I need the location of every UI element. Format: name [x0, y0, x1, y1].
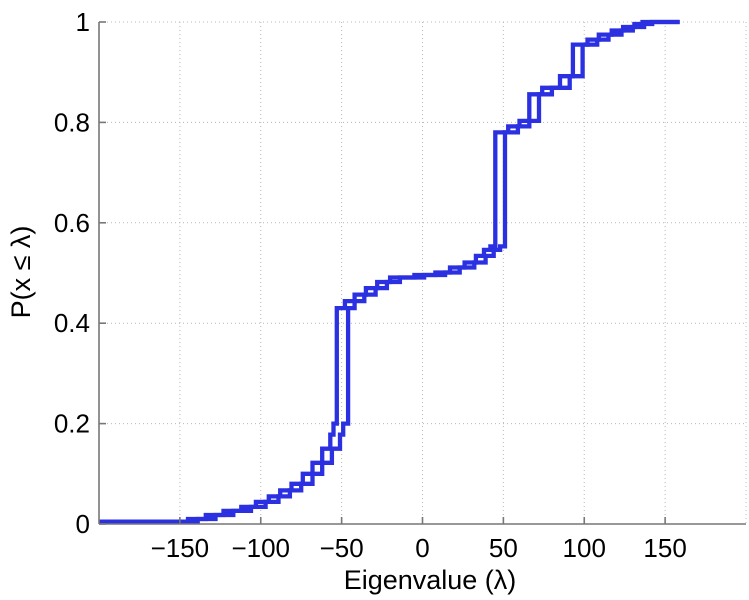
x-tick-label: 150 [643, 533, 686, 563]
y-tick-label: 0.2 [54, 409, 90, 439]
y-tick-label: 1 [76, 7, 90, 37]
x-tick-label: −50 [320, 533, 364, 563]
tick-label-layer: −150 −100 −50 0 50 100 150 0 0.2 0.4 0.6 0.8 1 [54, 7, 687, 563]
y-tick-label: 0.6 [54, 208, 90, 238]
x-tick-label: 50 [489, 533, 518, 563]
y-tick-label: 0.4 [54, 308, 90, 338]
x-tick-label: −150 [151, 533, 210, 563]
curve-layer [99, 19, 680, 524]
x-tick-label: 0 [415, 533, 429, 563]
y-tick-label: 0.8 [54, 107, 90, 137]
y-axis-label: P(x ≤ λ) [6, 226, 36, 319]
x-tick-label: 100 [563, 533, 606, 563]
axis-layer [98, 21, 746, 525]
y-tick-label: 0 [76, 509, 90, 539]
x-axis-label: Eigenvalue (λ) [344, 565, 517, 595]
x-tick-label: −100 [231, 533, 290, 563]
ecdf-curve-1 [99, 19, 680, 524]
ecdf-curve-2 [99, 19, 680, 524]
